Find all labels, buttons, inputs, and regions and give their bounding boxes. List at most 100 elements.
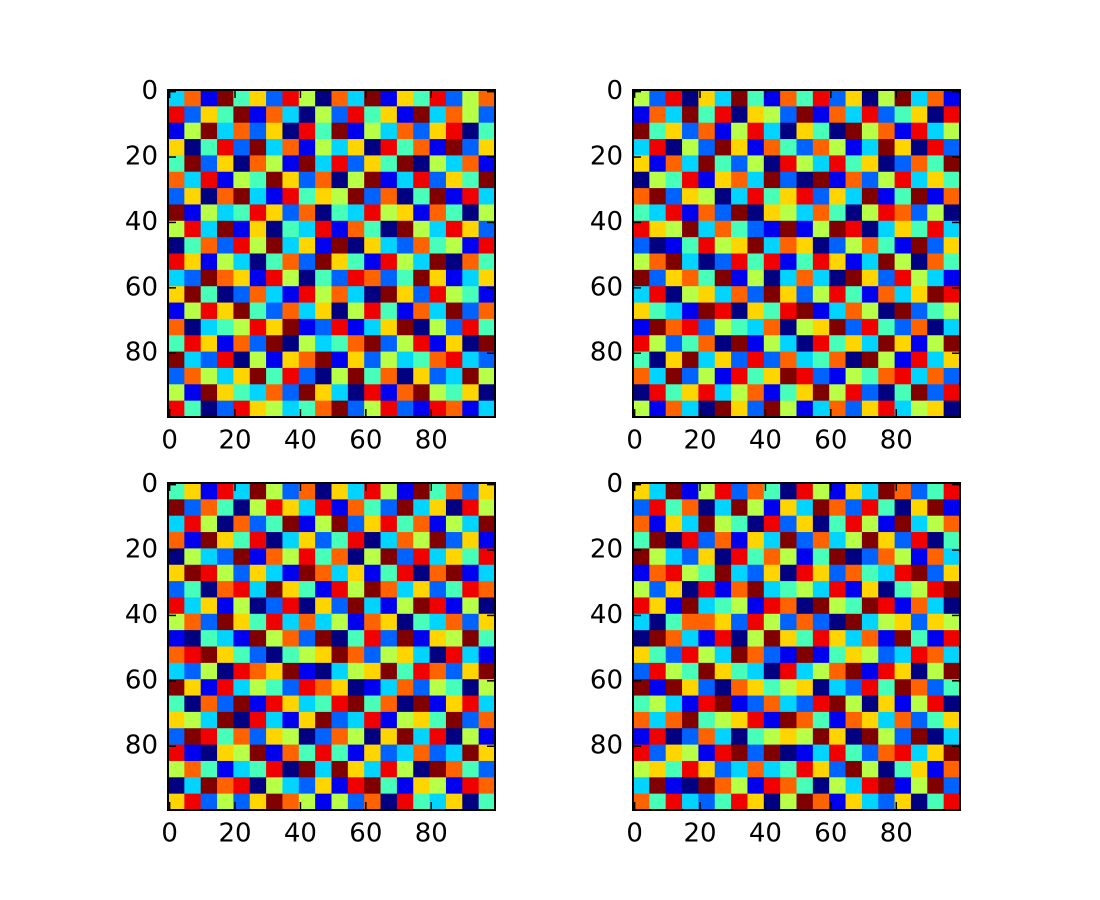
heatmap-cell (282, 483, 300, 500)
heatmap-cell (478, 90, 496, 107)
heatmap-cell (298, 384, 316, 402)
heatmap-cell (429, 122, 447, 140)
heatmap-cell (168, 122, 185, 140)
heatmap-cell (829, 384, 847, 402)
heatmap-cell (200, 204, 218, 222)
heatmap-cell (478, 613, 496, 631)
heatmap-cell (249, 564, 267, 582)
heatmap-cell (168, 760, 185, 778)
heatmap-cell (315, 384, 332, 402)
heatmap-cell (233, 597, 251, 615)
heatmap-cell (445, 613, 463, 631)
heatmap-cell (649, 155, 667, 173)
heatmap-cell (829, 188, 847, 205)
heatmap-cell (812, 139, 830, 156)
heatmap-cell (763, 597, 781, 615)
heatmap-cell (249, 384, 267, 402)
heatmap-cell (298, 237, 316, 254)
heatmap-cell (184, 793, 202, 811)
heatmap-cell (747, 302, 765, 320)
heatmap-cell (233, 695, 251, 713)
heatmap-cell (413, 122, 431, 140)
heatmap-cell (633, 532, 650, 549)
axes-frame (632, 89, 961, 418)
heatmap-cell (217, 532, 234, 549)
heatmap-cell (331, 269, 349, 287)
heatmap-cell (168, 106, 185, 124)
heatmap-cell (747, 253, 765, 271)
heatmap-cell (396, 613, 414, 631)
heatmap-cell (347, 122, 365, 140)
heatmap-cell (780, 630, 797, 647)
heatmap-cell (331, 483, 349, 500)
heatmap-cell (633, 302, 650, 320)
heatmap-cell (347, 679, 365, 697)
heatmap-cell (266, 90, 283, 107)
heatmap-cell (478, 777, 496, 795)
heatmap-cell (282, 532, 300, 549)
heatmap-cell (233, 793, 251, 811)
heatmap-cell (633, 253, 650, 271)
heatmap-cell (282, 548, 300, 566)
heatmap-cell (796, 400, 814, 418)
heatmap-cell (478, 253, 496, 271)
heatmap-cell (347, 499, 365, 517)
heatmap-cell (861, 204, 879, 222)
heatmap-cell (429, 106, 447, 124)
heatmap-cell (168, 286, 185, 304)
heatmap-cell (698, 760, 716, 778)
heatmap-cell (462, 662, 480, 680)
heatmap-cell (298, 613, 316, 631)
heatmap-cell (796, 695, 814, 713)
heatmap-cell (649, 204, 667, 222)
heatmap-cell (894, 532, 912, 549)
heatmap-cell (878, 351, 896, 369)
heatmap-cell (168, 744, 185, 762)
heatmap-cell (347, 286, 365, 304)
heatmap-cell (812, 351, 830, 369)
heatmap-cell (714, 400, 732, 418)
y-tick-label: 40 (590, 207, 623, 237)
heatmap-cell (298, 367, 316, 385)
heatmap-cell (168, 597, 185, 615)
heatmap-cell (763, 171, 781, 189)
heatmap-cell (665, 106, 683, 124)
heatmap-cell (315, 286, 332, 304)
heatmap-cell (445, 318, 463, 336)
heatmap-cell (927, 662, 945, 680)
heatmap-cell (665, 384, 683, 402)
heatmap-cell (364, 581, 382, 598)
heatmap-cell (943, 548, 961, 566)
heatmap-cell (682, 367, 699, 385)
heatmap-cell (894, 237, 912, 254)
heatmap-cell (315, 122, 332, 140)
heatmap-cell (462, 171, 480, 189)
heatmap-cell (829, 777, 847, 795)
heatmap-cell (633, 793, 650, 811)
heatmap-cell (910, 744, 928, 762)
heatmap-cell (943, 793, 961, 811)
heatmap-cell (396, 335, 414, 353)
heatmap-cell (665, 286, 683, 304)
heatmap-cell (200, 400, 218, 418)
heatmap-cell (347, 171, 365, 189)
heatmap-cell (812, 106, 830, 124)
heatmap-cell (763, 269, 781, 287)
x-tick-label: 80 (415, 426, 448, 456)
heatmap-cell (845, 483, 863, 500)
heatmap-cell (445, 646, 463, 664)
heatmap-cell (845, 171, 863, 189)
heatmap-cell (429, 777, 447, 795)
heatmap-cell (217, 318, 234, 336)
heatmap-cell (364, 630, 382, 647)
heatmap-cell (380, 286, 398, 304)
heatmap-cell (217, 171, 234, 189)
heatmap-cell (331, 335, 349, 353)
heatmap-cell (829, 269, 847, 287)
heatmap-cell (233, 662, 251, 680)
heatmap-cell (763, 499, 781, 517)
heatmap-cell (217, 384, 234, 402)
heatmap-cell (266, 581, 283, 598)
heatmap-cell (217, 286, 234, 304)
heatmap-cell (649, 613, 667, 631)
